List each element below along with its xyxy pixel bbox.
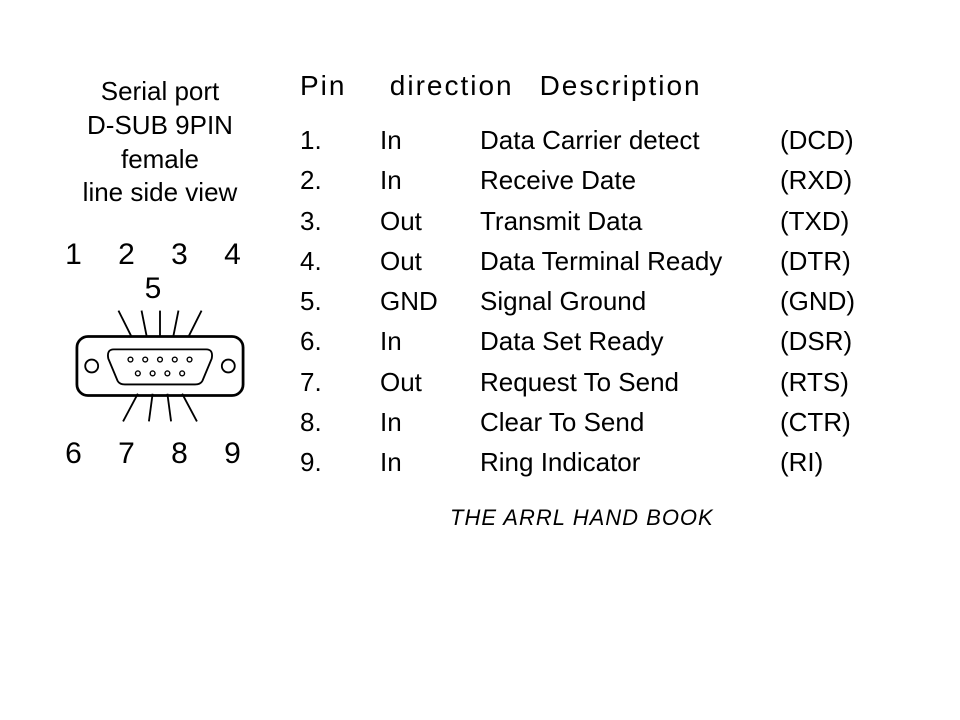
pin-number: 3. bbox=[300, 201, 350, 241]
header-pin: Pin bbox=[300, 70, 380, 102]
table-header: Pin direction Description bbox=[300, 70, 855, 102]
pin-direction: In bbox=[380, 120, 480, 160]
title-line-1: Serial port bbox=[45, 75, 275, 109]
pin-number: 5. bbox=[300, 281, 350, 321]
pin-abbr: (CTR) bbox=[780, 402, 851, 442]
pin-description: Ring Indicator bbox=[480, 442, 780, 482]
pin-abbr: (RI) bbox=[780, 442, 823, 482]
pin-row: 1. InData Carrier detect(DCD) bbox=[300, 120, 855, 160]
pin-row: 8. InClear To Send(CTR) bbox=[300, 402, 855, 442]
pin-direction: In bbox=[380, 402, 480, 442]
title-line-3: female bbox=[45, 143, 275, 177]
pin-abbr: (DTR) bbox=[780, 241, 851, 281]
pin-number: 8. bbox=[300, 402, 350, 442]
pin-abbr: (DCD) bbox=[780, 120, 854, 160]
pin-abbr: (TXD) bbox=[780, 201, 849, 241]
pin-direction: In bbox=[380, 321, 480, 361]
pin-description: Transmit Data bbox=[480, 201, 780, 241]
pin-description: Data Set Ready bbox=[480, 321, 780, 361]
pin-direction: In bbox=[380, 442, 480, 482]
bottom-pin-numbers: 6 7 8 9 bbox=[45, 437, 275, 471]
source-footer: THE ARRL HAND BOOK bbox=[450, 505, 855, 531]
pin-number: 4. bbox=[300, 241, 350, 281]
pin-number: 7. bbox=[300, 362, 350, 402]
top-pin-numbers: 1 2 3 4 5 bbox=[45, 238, 275, 306]
pin-direction: Out bbox=[380, 201, 480, 241]
pin-number: 6. bbox=[300, 321, 350, 361]
pin-number: 1. bbox=[300, 120, 350, 160]
header-direction: direction bbox=[390, 70, 530, 102]
pin-row: 7. OutRequest To Send(RTS) bbox=[300, 362, 855, 402]
pin-direction: Out bbox=[380, 362, 480, 402]
pin-row: 5. GNDSignal Ground(GND) bbox=[300, 281, 855, 321]
pin-row: 4. OutData Terminal Ready(DTR) bbox=[300, 241, 855, 281]
db9-connector-diagram bbox=[50, 306, 270, 426]
pin-description: Receive Date bbox=[480, 160, 780, 200]
pin-description: Request To Send bbox=[480, 362, 780, 402]
pin-direction: GND bbox=[380, 281, 480, 321]
title-line-2: D-SUB 9PIN bbox=[45, 109, 275, 143]
pinout-table: Pin direction Description 1.InData Carri… bbox=[300, 70, 855, 531]
pin-row: 6. InData Set Ready(DSR) bbox=[300, 321, 855, 361]
pin-abbr: (RTS) bbox=[780, 362, 849, 402]
pin-number: 2. bbox=[300, 160, 350, 200]
pin-number: 9. bbox=[300, 442, 350, 482]
pin-description: Data Carrier detect bbox=[480, 120, 780, 160]
pin-abbr: (DSR) bbox=[780, 321, 852, 361]
title-line-4: line side view bbox=[45, 176, 275, 210]
pin-row: 2. InReceive Date(RXD) bbox=[300, 160, 855, 200]
header-description: Description bbox=[540, 70, 702, 101]
connector-label-block: Serial port D-SUB 9PIN female line side … bbox=[45, 75, 275, 471]
pin-direction: Out bbox=[380, 241, 480, 281]
pin-row: 9. InRing Indicator(RI) bbox=[300, 442, 855, 482]
pin-abbr: (RXD) bbox=[780, 160, 852, 200]
pin-abbr: (GND) bbox=[780, 281, 855, 321]
pin-description: Signal Ground bbox=[480, 281, 780, 321]
pin-description: Clear To Send bbox=[480, 402, 780, 442]
pin-description: Data Terminal Ready bbox=[480, 241, 780, 281]
pin-direction: In bbox=[380, 160, 480, 200]
pin-row: 3. OutTransmit Data(TXD) bbox=[300, 201, 855, 241]
